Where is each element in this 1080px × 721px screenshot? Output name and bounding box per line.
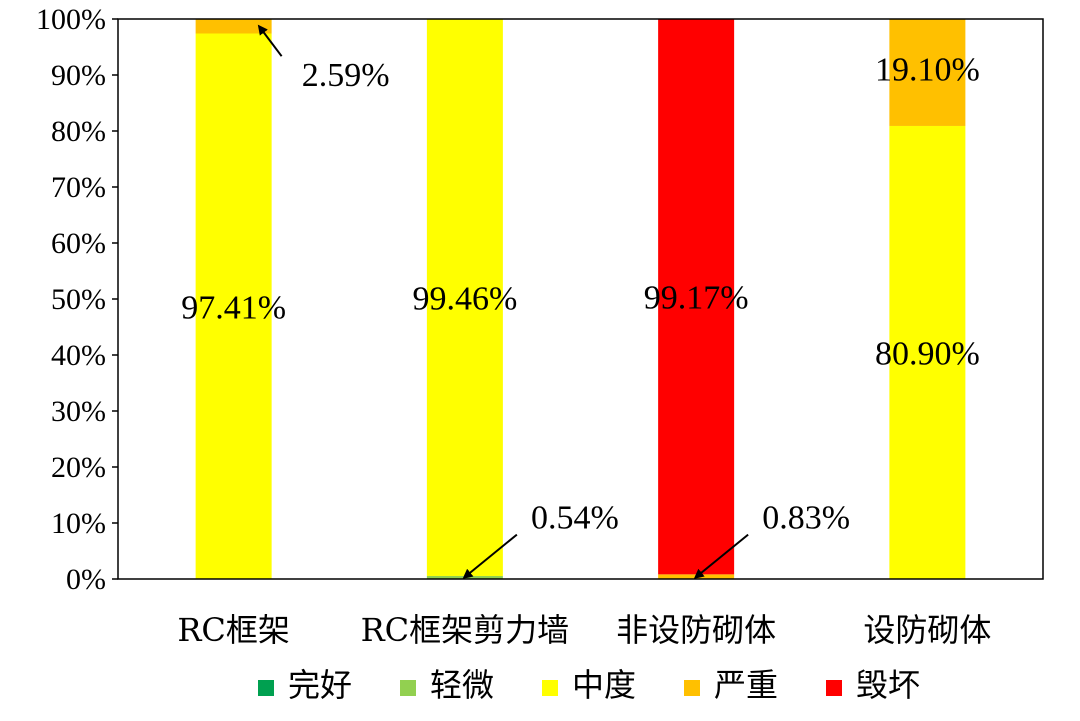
x-category-label: 非设防砌体 [616,611,776,649]
data-label: 97.41% [181,289,286,326]
bar-segment-1-3 [195,33,272,579]
x-category-label: RC框架 [177,611,290,649]
y-tick-label: 10% [51,507,106,540]
legend-swatch [400,680,416,696]
data-label: 99.17% [644,280,749,317]
bar-segment-3-5 [658,19,735,575]
y-tick-label: 70% [51,171,106,204]
label-arrow [693,533,749,579]
legend-swatch [542,680,558,696]
data-label: 0.83% [762,500,850,537]
y-tick-label: 60% [51,227,106,260]
y-tick-label: 30% [51,395,106,428]
legend-swatch [684,680,700,696]
y-tick-label: 80% [51,115,106,148]
y-tick-label: 90% [51,59,106,92]
bar-segment-2-3 [426,19,503,576]
x-axis: RC框架 RC框架剪力墙 非设防砌体 设防砌体 [177,611,991,649]
legend-label: 严重 [714,666,778,704]
bar-segment-4-4 [889,19,966,126]
x-category-label: 设防砌体 [863,611,991,649]
y-axis: 0% 10% 20% 30% 40% 50% 60% 70% 80% 90% 100% [36,3,118,596]
data-label: 0.54% [531,500,619,537]
legend-swatch [258,680,274,696]
legend-label: 完好 [288,666,352,704]
bar-segment-4-3 [889,125,966,580]
data-label: 99.46% [412,280,517,317]
legend-label: 轻微 [430,666,494,704]
legend-label: 中度 [572,666,636,704]
bar-segment-1-4 [195,19,272,34]
y-tick-label: 100% [36,3,106,36]
y-tick-label: 40% [51,339,106,372]
data-label: 2.59% [302,57,390,94]
y-tick-label: 50% [51,283,106,316]
data-label: 19.10% [875,51,980,88]
plot-area [117,18,1044,580]
data-label: 80.90% [875,335,980,372]
legend-swatch [826,680,842,696]
label-arrow [462,533,518,579]
label-arrow [257,24,283,57]
y-tick-label: 20% [51,451,106,484]
legend-label: 毁坏 [856,666,920,704]
data-labels: 97.41% 2.59% 99.46% 0.54% 99.17% 0.83% 80.90% 1… [181,24,980,579]
legend: 完好 轻微 中度 严重 毁坏 [258,666,920,704]
x-category-label: RC框架剪力墙 [361,611,570,649]
y-tick-label: 0% [66,563,106,596]
